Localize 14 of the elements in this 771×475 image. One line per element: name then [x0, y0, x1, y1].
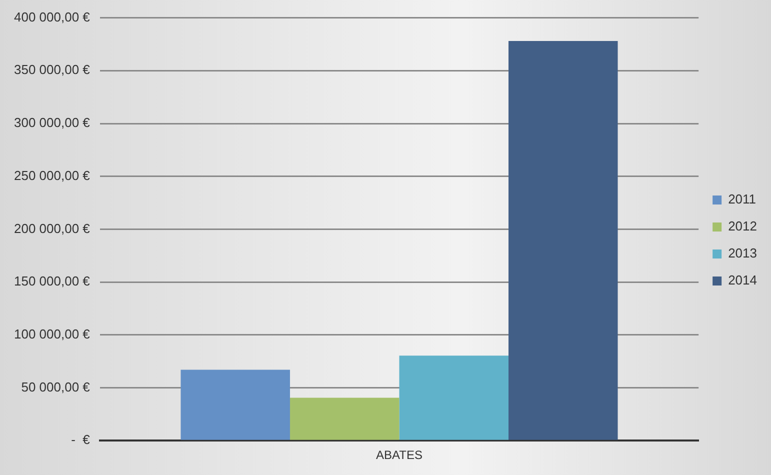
- legend-label: 2013: [728, 246, 757, 261]
- y-tick-label: 50 000,00 €: [21, 379, 91, 394]
- y-tick-label: 300 000,00 €: [14, 115, 91, 130]
- legend-label: 2014: [728, 272, 757, 288]
- legend-label: 2012: [728, 218, 757, 234]
- y-tick-label: 350 000,00 €: [14, 62, 91, 78]
- y-tick-label: 250 000,00 €: [14, 168, 91, 183]
- legend-label: 2011: [728, 192, 756, 207]
- y-tick-label: 400 000,00 €: [14, 9, 91, 24]
- y-tick-label: 200 000,00 €: [14, 220, 91, 236]
- x-tick-label: ABATES: [376, 448, 422, 462]
- y-tick-label: 150 000,00 €: [14, 274, 91, 289]
- y-tick-label: - €: [71, 432, 91, 448]
- y-tick-label: 100 000,00 €: [14, 326, 91, 342]
